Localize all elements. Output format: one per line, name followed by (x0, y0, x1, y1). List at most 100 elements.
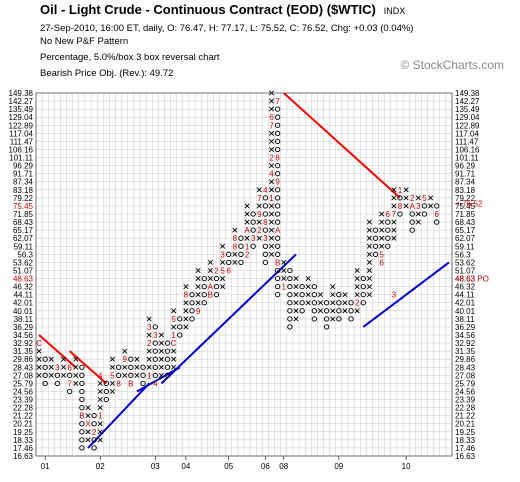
o-box (262, 195, 269, 201)
x-stroke (305, 300, 311, 306)
month-marker: 8 (398, 202, 403, 211)
right-tick-label: 27.08 (455, 371, 476, 380)
x-box (232, 259, 238, 265)
right-tick-label: 29.86 (455, 355, 476, 364)
o-box (299, 292, 305, 298)
x-box (269, 211, 275, 217)
right-tick-label: 40.01 (455, 307, 476, 316)
x-stroke (109, 380, 115, 386)
left-tick-label: 59.11 (14, 242, 34, 251)
o-box (103, 380, 110, 387)
o-box (213, 275, 220, 282)
month-marker: 2 (92, 428, 97, 437)
x-stroke (391, 219, 397, 225)
right-tick-label: 129.04 (455, 113, 480, 122)
x-stroke (195, 300, 201, 306)
o-box (360, 283, 366, 290)
o-box (434, 219, 440, 225)
x-stroke (146, 364, 152, 370)
o-box (397, 211, 403, 217)
x-stroke (415, 211, 421, 217)
right-tick-label: 75.45 (455, 202, 476, 211)
x-stroke (97, 380, 103, 386)
o-box (79, 380, 85, 387)
symbol-title: Oil - Light Crude - Continuous Contract … (40, 2, 376, 17)
right-tick-label: 135.49 (455, 105, 480, 114)
x-box (134, 356, 140, 362)
month-marker: 3 (263, 234, 268, 243)
month-marker: 7 (67, 379, 72, 388)
left-tick-label: 79.22 (13, 194, 34, 203)
x-box (183, 316, 189, 322)
o-box (128, 356, 134, 362)
x-stroke (232, 259, 238, 265)
x-stroke (391, 203, 397, 209)
o-box (238, 259, 244, 266)
x-box (48, 372, 54, 378)
x-box (269, 138, 275, 144)
x-box (122, 364, 128, 370)
year-label: 06 (261, 462, 270, 471)
x-stroke (109, 364, 115, 370)
o-box (299, 300, 305, 306)
left-tick-label: 122.89 (9, 121, 34, 130)
x-stroke (379, 235, 385, 241)
price-objective-line: Bearish Price Obj. (Rev.): 49.72 (40, 68, 174, 79)
x-box (158, 332, 164, 338)
x-box (97, 421, 103, 427)
x-box (293, 284, 299, 290)
x-box (269, 98, 275, 104)
x-stroke (73, 380, 79, 386)
x-stroke (183, 308, 189, 314)
o-box (323, 300, 330, 306)
o-box (189, 292, 195, 298)
x-stroke (281, 267, 287, 273)
x-box (195, 276, 201, 282)
o-box (164, 356, 171, 362)
year-axis: 01 02 03 04 05 06 08 09 10 (41, 456, 411, 471)
left-tick-label: 129.04 (9, 113, 34, 122)
month-marker: 4 (263, 186, 268, 195)
month-marker: 9 (257, 210, 262, 219)
o-box (274, 243, 281, 249)
month-marker: 1 (98, 412, 103, 421)
o-box (385, 219, 391, 225)
right-tick-label: 59.11 (455, 242, 475, 251)
o-box (42, 380, 48, 387)
x-box (281, 276, 287, 282)
o-box (336, 316, 342, 322)
o-box (201, 300, 207, 306)
right-tick-label: 36.29 (455, 323, 476, 332)
month-marker: 8 (184, 291, 189, 300)
right-extra-label: 48.63 PO (455, 275, 489, 284)
month-marker: C (171, 339, 177, 348)
month-marker: 1 (282, 283, 287, 292)
o-box (115, 364, 122, 370)
x-box (415, 219, 421, 225)
o-box (189, 308, 195, 314)
x-stroke (403, 195, 409, 201)
left-tick-label: 46.32 (13, 283, 34, 292)
o-box (79, 445, 85, 451)
o-box (91, 445, 97, 451)
x-stroke (366, 284, 372, 290)
x-stroke (85, 429, 91, 435)
x-stroke (269, 211, 275, 217)
month-marker: X (85, 420, 91, 429)
o-box (238, 243, 244, 249)
x-stroke (391, 235, 397, 241)
x-stroke (97, 405, 103, 411)
year-label: 05 (224, 462, 233, 471)
right-tick-label: 142.27 (455, 97, 480, 106)
o-box (140, 372, 146, 378)
x-stroke (207, 259, 213, 265)
o-box (226, 259, 232, 266)
x-stroke (256, 219, 262, 225)
o-box (79, 388, 85, 395)
o-box (177, 324, 183, 330)
o-box (189, 316, 195, 322)
x-stroke (379, 211, 385, 217)
o-box (274, 122, 281, 128)
x-stroke (195, 292, 201, 298)
